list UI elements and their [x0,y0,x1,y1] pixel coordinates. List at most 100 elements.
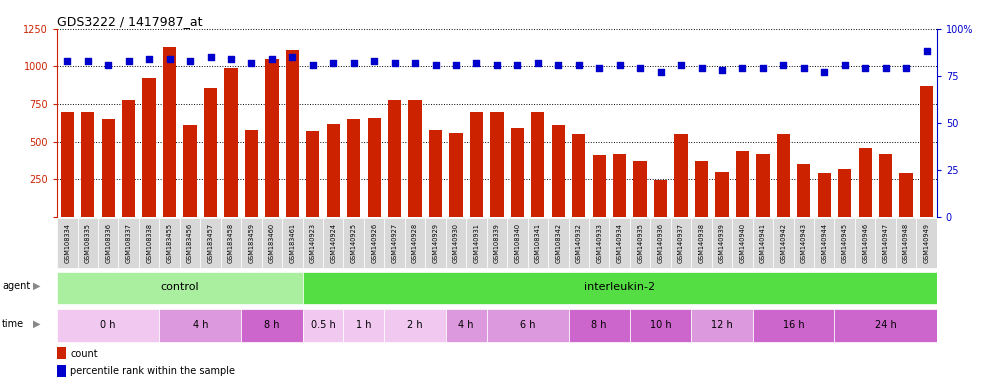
Point [796,65,812,71]
Text: GSM183458: GSM183458 [228,223,234,263]
Text: GSM140938: GSM140938 [699,223,705,263]
Text: GSM183459: GSM183459 [248,223,255,263]
Bar [57,309,159,342]
Bar [385,218,404,268]
Bar [855,218,876,268]
Bar [838,169,851,217]
Bar [609,218,630,268]
Point [305,61,321,68]
Text: GSM140925: GSM140925 [350,223,357,263]
Point [878,65,893,71]
Text: 12 h: 12 h [711,320,733,330]
Bar [364,218,385,268]
Point [919,48,935,55]
Point [550,61,566,68]
Bar [630,218,650,268]
Text: GSM140932: GSM140932 [576,223,582,263]
Point [836,61,852,68]
Point [530,60,546,66]
Bar [797,164,811,217]
Bar [204,88,217,217]
Bar [753,309,834,342]
Point [387,60,402,66]
Bar [548,218,569,268]
Bar [876,218,895,268]
Text: GSM140929: GSM140929 [433,223,439,263]
Bar [327,124,339,217]
Text: GSM140928: GSM140928 [412,223,418,263]
Bar [282,218,302,268]
Text: GSM183456: GSM183456 [187,223,193,263]
Bar [818,172,830,217]
Bar [266,59,278,217]
Bar [241,309,302,342]
Text: GDS3222 / 1417987_at: GDS3222 / 1417987_at [57,15,203,28]
Text: percentile rank within the sample: percentile rank within the sample [71,366,235,376]
Text: GSM108336: GSM108336 [105,223,111,263]
Text: GSM140948: GSM140948 [903,223,909,263]
Text: GSM108334: GSM108334 [64,223,70,263]
Bar [302,309,343,342]
Bar [367,118,381,217]
Bar [469,112,483,217]
Bar [446,218,466,268]
Text: GSM140927: GSM140927 [392,223,398,263]
Text: count: count [71,349,98,359]
Bar [57,218,78,268]
Text: GSM140936: GSM140936 [657,223,663,263]
Text: 4 h: 4 h [193,320,208,330]
Text: GSM140941: GSM140941 [760,223,766,263]
Bar [757,154,769,217]
Text: 6 h: 6 h [520,320,535,330]
Bar [654,180,667,217]
Bar [262,218,282,268]
Text: GSM140946: GSM140946 [862,223,868,263]
Text: GSM183461: GSM183461 [289,223,295,263]
Bar [224,68,237,217]
Point [244,60,260,66]
Point [510,61,525,68]
Text: 16 h: 16 h [782,320,804,330]
Bar [61,112,74,217]
Bar [201,218,220,268]
Text: 8 h: 8 h [591,320,607,330]
Point [734,65,750,71]
Bar [347,119,360,217]
Bar [408,100,422,217]
Bar [404,218,425,268]
Bar [572,134,585,217]
Bar [569,309,630,342]
Bar [57,347,66,359]
Bar [834,218,855,268]
Bar [920,86,933,217]
Bar [429,130,442,217]
Bar [159,218,180,268]
Text: GSM140943: GSM140943 [801,223,807,263]
Point [121,58,137,64]
Text: GSM108340: GSM108340 [515,223,521,263]
Bar [285,50,299,217]
Bar [183,125,197,217]
Bar [302,273,937,303]
Point [489,61,505,68]
Bar [490,112,504,217]
Text: 10 h: 10 h [649,320,671,330]
Point [326,60,341,66]
Bar [834,309,937,342]
Bar [388,100,401,217]
Bar [101,119,115,217]
Bar [773,218,793,268]
Bar [163,47,176,217]
Point [223,56,239,62]
Bar [592,155,606,217]
Bar [450,132,462,217]
Text: 8 h: 8 h [264,320,279,330]
Bar [139,218,159,268]
Bar [143,78,155,217]
Point [80,58,95,64]
Bar [78,218,98,268]
Text: GSM140939: GSM140939 [719,223,725,263]
Point [898,65,914,71]
Point [284,54,300,60]
Text: GSM140933: GSM140933 [596,223,602,263]
